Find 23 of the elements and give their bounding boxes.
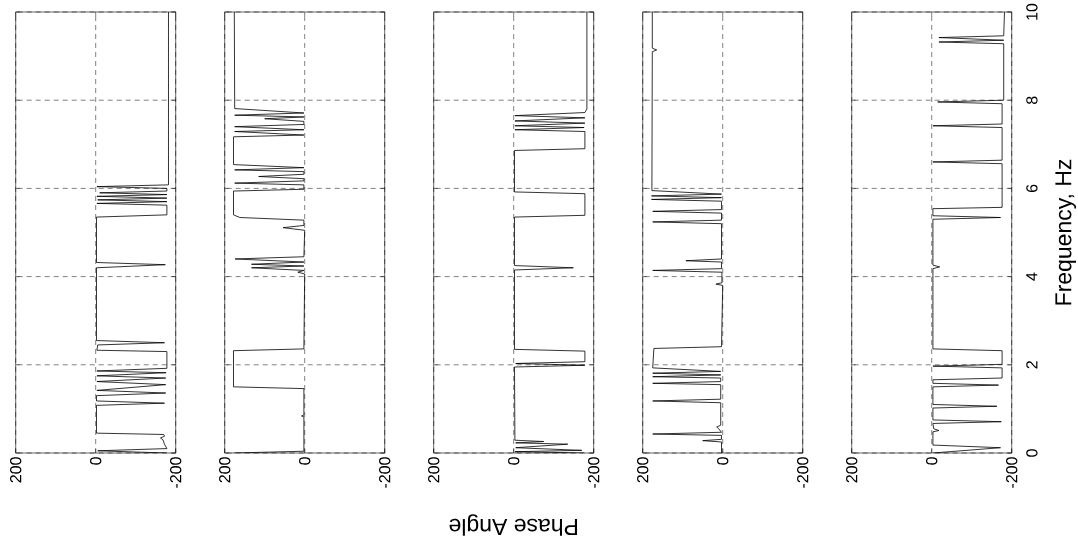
x-tick-label: -200 — [379, 457, 391, 488]
x-tick-label: 0 — [299, 457, 311, 465]
y-axis-title: Frequency, Hz — [1055, 159, 1076, 305]
y-tick-label: 10 — [1026, 3, 1038, 20]
y-tick-label: 8 — [1026, 96, 1038, 104]
y-tick-label: 0 — [1026, 449, 1038, 457]
x-tick-label: 0 — [508, 457, 520, 465]
x-tick-label: 0 — [90, 457, 102, 465]
x-tick-label: 200 — [637, 457, 649, 483]
x-tick-label: 200 — [219, 457, 231, 483]
x-tick-label: -200 — [170, 457, 182, 488]
x-tick-label: -200 — [1006, 457, 1018, 488]
x-tick-label: -200 — [588, 457, 600, 488]
x-tick-label: -200 — [797, 457, 809, 488]
y-tick-label: 4 — [1026, 272, 1038, 281]
y-tick-label: 2 — [1026, 361, 1038, 369]
x-tick-label: 200 — [846, 457, 858, 483]
x-tick-label: 200 — [428, 457, 440, 483]
y-tick-label: 6 — [1026, 184, 1038, 193]
x-tick-label: 200 — [10, 457, 22, 483]
x-tick-label: 0 — [717, 457, 729, 465]
x-tick-label: 0 — [926, 457, 938, 465]
x-axis-title: Phase Angle — [449, 514, 578, 536]
